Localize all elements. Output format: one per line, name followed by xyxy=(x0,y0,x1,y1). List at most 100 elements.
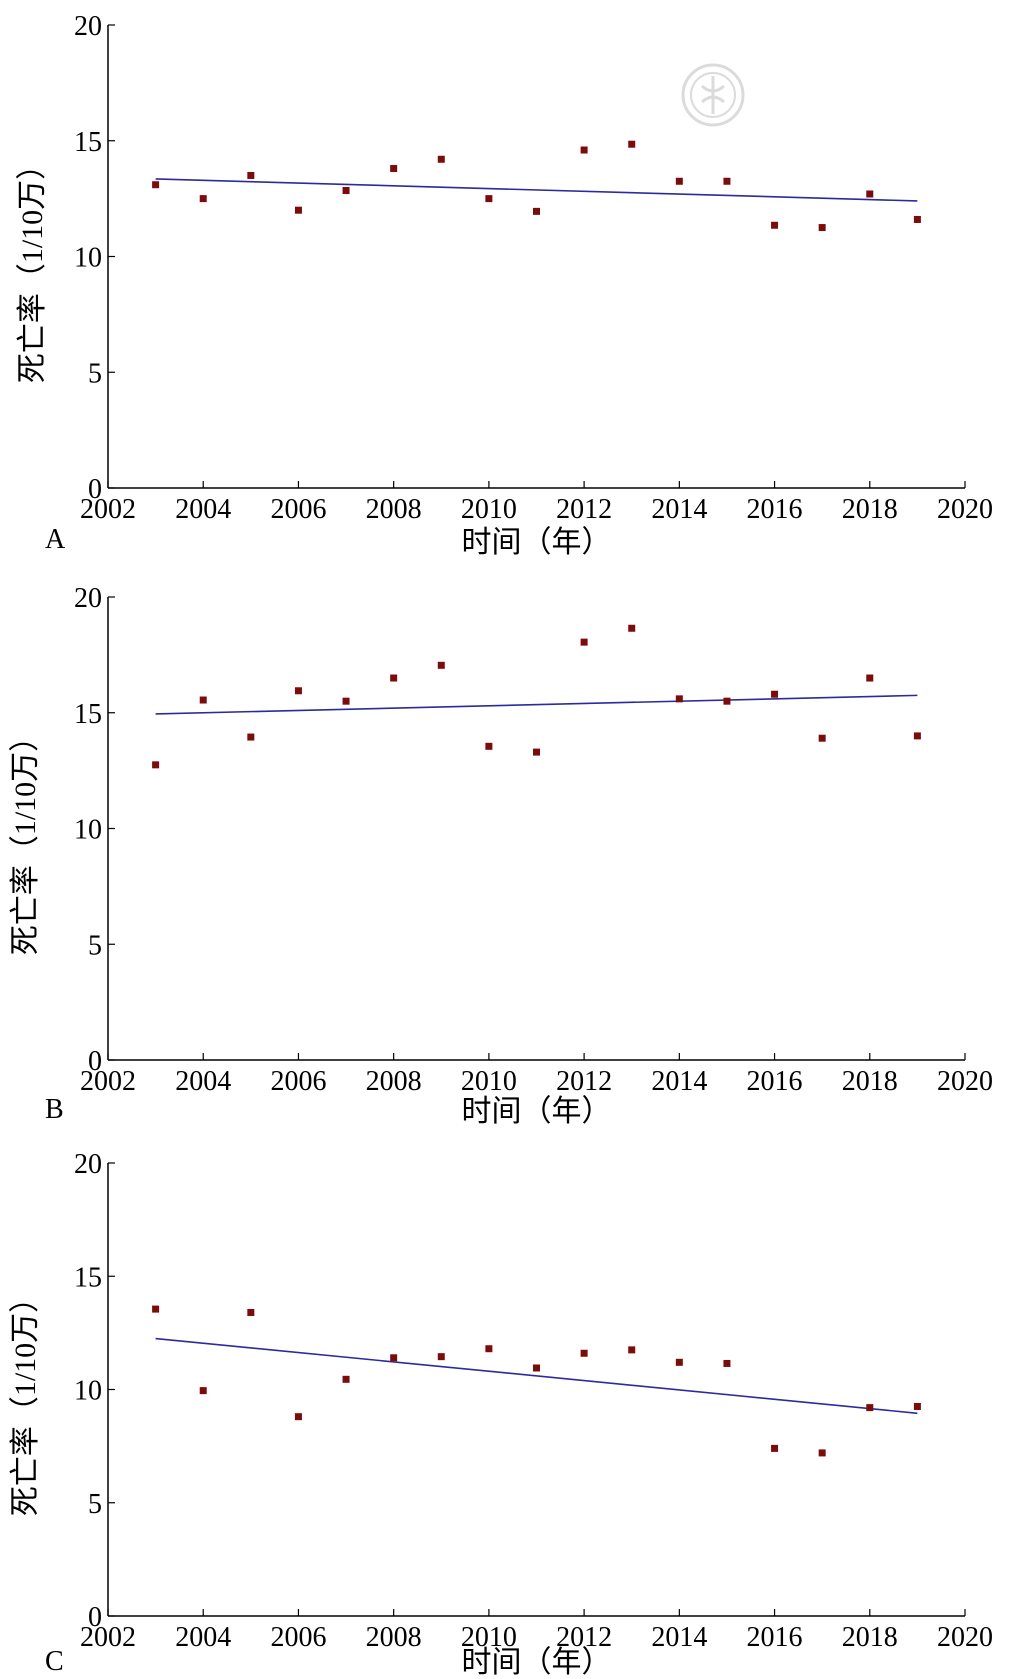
x-tick-label: 2006 xyxy=(270,494,326,525)
data-point xyxy=(866,1404,874,1412)
data-point xyxy=(247,171,255,179)
x-tick-label: 2002 xyxy=(80,1066,136,1097)
y-tick-label: 5 xyxy=(88,930,102,961)
data-point xyxy=(437,155,445,163)
x-tick-label: 2020 xyxy=(937,1066,993,1097)
y-tick-label: 5 xyxy=(88,1489,102,1520)
x-tick-label: 2010 xyxy=(461,1066,517,1097)
data-point xyxy=(390,165,398,173)
y-axis-label: 死亡率（1/10万） xyxy=(9,722,42,955)
x-axis-label: 时间（年） xyxy=(462,1646,612,1679)
x-tick-label: 2014 xyxy=(651,494,707,525)
x-tick-label: 2002 xyxy=(80,1622,136,1653)
data-point xyxy=(723,177,731,185)
data-point xyxy=(818,224,826,232)
data-point xyxy=(294,206,302,214)
data-point xyxy=(199,195,207,203)
data-point xyxy=(628,624,636,632)
trend-line xyxy=(155,178,918,202)
data-point xyxy=(294,1413,302,1421)
data-point xyxy=(580,146,588,154)
x-tick-label: 2020 xyxy=(937,1622,993,1653)
data-point xyxy=(771,1444,779,1452)
data-point xyxy=(533,748,540,756)
chart-panel-a: 0 5 10 15 20 2002 2004 2006 2008 2010 2012 2014 2016… xyxy=(16,11,993,559)
x-tick-label: 2008 xyxy=(366,1622,422,1653)
x-tick-label: 2014 xyxy=(651,1066,707,1097)
x-tick-label: 2018 xyxy=(842,1622,898,1653)
x-tick-label: 2012 xyxy=(556,1622,612,1653)
data-point xyxy=(485,195,493,203)
y-tick-label: 0 xyxy=(88,1046,102,1077)
x-tick-label: 2018 xyxy=(842,1066,898,1097)
data-point xyxy=(771,221,779,229)
x-tick-label: 2008 xyxy=(366,1066,422,1097)
x-tick-label: 2006 xyxy=(270,1622,326,1653)
x-tick-label: 2016 xyxy=(747,494,803,525)
data-point xyxy=(342,187,350,195)
y-tick-label: 5 xyxy=(88,358,102,389)
y-tick-label: 0 xyxy=(88,1602,102,1633)
data-point xyxy=(533,1364,540,1372)
data-point xyxy=(294,687,302,695)
data-point xyxy=(199,696,207,704)
chart-panel-b: 0 5 10 15 20 2002 2004 2006 2008 2010 2012 2014 2016… xyxy=(9,583,993,1128)
data-point xyxy=(913,215,921,223)
data-point xyxy=(913,1402,921,1410)
data-point xyxy=(437,661,445,669)
x-tick-label: 2010 xyxy=(461,1622,517,1653)
chart-panel-c: 0 5 10 15 20 2002 2004 2006 2008 2010 2012 2014 2016… xyxy=(9,1149,993,1679)
x-tick-label: 2020 xyxy=(937,494,993,525)
trend-line xyxy=(155,694,918,715)
data-point xyxy=(152,1305,160,1313)
x-tick-label: 2004 xyxy=(175,494,231,525)
panel-label: C xyxy=(45,1646,64,1677)
data-point xyxy=(152,761,160,769)
data-point xyxy=(390,1354,398,1362)
x-tick-label: 2004 xyxy=(175,1066,231,1097)
y-tick-label: 15 xyxy=(74,699,102,730)
y-tick-label: 10 xyxy=(74,1376,102,1407)
data-point xyxy=(485,742,493,750)
y-axis-label: 死亡率（1/10万） xyxy=(9,1283,42,1516)
y-tick-label: 15 xyxy=(74,127,102,158)
y-tick-label: 20 xyxy=(74,583,102,614)
y-tick-label: 20 xyxy=(74,1149,102,1180)
data-point xyxy=(199,1387,207,1395)
data-point xyxy=(723,1359,731,1367)
society-seal-icon xyxy=(681,63,745,127)
data-point xyxy=(437,1353,445,1361)
watermark xyxy=(680,60,970,132)
x-tick-label: 2012 xyxy=(556,1066,612,1097)
data-point xyxy=(247,1308,255,1316)
data-point xyxy=(580,1349,588,1357)
data-point xyxy=(675,1358,683,1366)
panel-label: A xyxy=(45,524,66,555)
data-point xyxy=(913,732,921,740)
data-point xyxy=(152,181,160,189)
y-tick-label: 20 xyxy=(74,11,102,42)
x-tick-label: 2006 xyxy=(270,1066,326,1097)
x-axis-label: 时间（年） xyxy=(462,1095,612,1128)
x-tick-label: 2014 xyxy=(651,1622,707,1653)
data-point xyxy=(485,1345,493,1353)
data-point xyxy=(580,638,588,646)
data-point xyxy=(818,1449,826,1457)
x-tick-label: 2002 xyxy=(80,494,136,525)
trend-line xyxy=(155,1337,918,1415)
y-tick-label: 15 xyxy=(74,1262,102,1293)
data-point xyxy=(771,690,779,698)
data-point xyxy=(866,190,874,198)
x-tick-label: 2004 xyxy=(175,1622,231,1653)
y-tick-label: 10 xyxy=(74,815,102,846)
data-point xyxy=(818,734,826,742)
data-point xyxy=(533,207,540,215)
x-tick-label: 2008 xyxy=(366,494,422,525)
data-point xyxy=(247,733,255,741)
x-tick-label: 2018 xyxy=(842,494,898,525)
data-point xyxy=(628,1346,636,1354)
data-point xyxy=(628,140,636,148)
x-tick-label: 2012 xyxy=(556,494,612,525)
x-tick-label: 2016 xyxy=(747,1066,803,1097)
